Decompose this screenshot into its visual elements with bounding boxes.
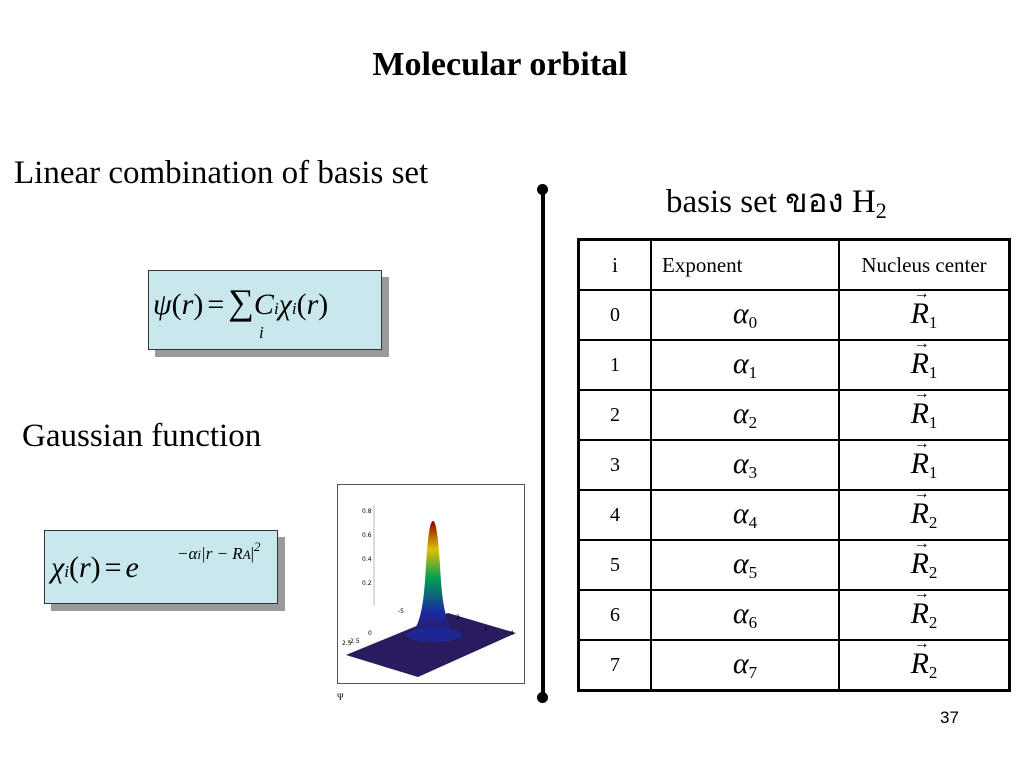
gaussian-exponent: −αi|r − RA|2 [177,539,261,563]
z-tick: 0.4 [362,556,372,563]
paren-left-2: ( [296,288,307,321]
gaussian-3d-plot: 0.8 0.6 0.4 0.2 -2.5 -5 2 2.5 0 2 4 [337,484,525,684]
slide-title: Molecular orbital [372,46,628,83]
gaussian-plot-svg: 0.8 0.6 0.4 0.2 -2.5 -5 2 2.5 0 2 4 [342,505,516,677]
cell-R: R1 [911,335,938,383]
equals-sign: = [104,551,122,584]
paren-right: ) [193,288,204,321]
var-r: r [78,551,91,584]
plot-base-plane [346,613,516,677]
axis-tick: 2 [484,626,488,633]
gaussian-function-heading: Gaussian function [22,418,262,454]
cell-alpha: α5 [732,547,758,582]
table-row: 0 α0 R1 [577,285,1011,341]
mo-equation: ψ(r) = ∑Ciχi(r) [153,281,328,323]
psi-symbol: ψ [153,288,172,321]
z-tick: 0.2 [362,580,372,587]
chi-sub: i [64,562,69,581]
paren-left: ( [68,551,79,584]
cell-R: R2 [911,535,938,583]
z-tick: 0.8 [362,508,372,515]
page-number: 37 [940,708,959,727]
coef-C: C [253,288,274,321]
axis-tick: 4 [510,630,514,637]
table-row: 5 α5 R2 [577,535,1011,591]
equals-sign: = [207,288,225,321]
exp-e: e [125,551,139,584]
axis-tick: 0 [368,630,372,637]
axis-tick: 2 [456,614,460,621]
axis-tick: 2.5 [342,640,352,647]
paren-left: ( [171,288,182,321]
separator-line [541,190,545,698]
table-row: 3 α3 R1 [577,435,1011,491]
separator-dot-top [537,184,548,195]
psi-label: Ψ [337,692,344,702]
cell-i: 7 [577,639,652,692]
table-row: 1 α1 R1 [577,335,1011,391]
chi-sub: i [291,299,297,318]
header-nucleus-center: Nucleus center [838,238,1011,291]
axis-tick: -2.5 [348,638,360,645]
cell-R: R2 [911,485,938,533]
cell-alpha: α7 [732,647,758,682]
basis-set-table: i Exponent Nucleus center 0 α0 R1 1 α1 R… [577,238,1011,692]
table-row: 4 α4 R2 [577,485,1011,541]
cell-R: R2 [911,635,938,683]
var-r-2: r [306,288,319,321]
axis-tick: -5 [398,608,404,615]
table-row: 7 α7 R2 [577,635,1011,692]
chi-symbol: χ [278,288,292,321]
basis-set-heading: basis set ของ H2 [666,174,887,227]
chi-symbol: χ [51,551,65,584]
cell-i: 3 [577,439,652,491]
cell-i: 2 [577,389,652,441]
cell-alpha: α4 [732,497,758,532]
exp-alpha: −α [177,544,198,563]
gaussian-equation: χi(r) = e [51,551,139,585]
paren-right: ) [90,551,101,584]
cell-i: 1 [577,339,652,391]
cell-R: R1 [911,435,938,483]
exp-alpha-sub: i [197,547,202,562]
table-row: 6 α6 R2 [577,585,1011,641]
cell-R: R2 [911,585,938,633]
basis-set-heading-subscript: 2 [875,198,887,223]
sum-symbol: ∑ [228,282,254,322]
coef-C-sub: i [273,299,279,318]
cell-alpha: α1 [732,347,758,382]
paren-right-2: ) [318,288,329,321]
cell-R: R1 [911,385,938,433]
cell-alpha: α0 [732,297,758,332]
gaussian-equation-box: χi(r) = e −αi|r − RA|2 [44,530,278,604]
cell-alpha: α3 [732,447,758,482]
cell-alpha: α6 [732,597,758,632]
exp-abs-sub: A [242,547,251,562]
cell-R: R1 [911,285,938,333]
cell-i: 5 [577,539,652,591]
header-exponent: Exponent [650,238,840,291]
exp-power: 2 [254,539,261,554]
gaussian-peak [408,521,460,635]
table-row: 2 α2 R1 [577,385,1011,441]
linear-combination-heading: Linear combination of basis set [14,155,429,191]
mo-equation-box: ψ(r) = ∑Ciχi(r) i [148,270,382,350]
var-r: r [181,288,194,321]
sum-index: i [259,323,264,342]
cell-i: 6 [577,589,652,641]
separator-dot-bottom [537,692,548,703]
cell-i: 4 [577,489,652,541]
cell-i: 0 [577,289,652,341]
z-tick: 0.6 [362,532,372,539]
exp-abs: |r − R [201,544,243,563]
cell-alpha: α2 [732,397,758,432]
header-i: i [577,238,652,291]
table-header-row: i Exponent Nucleus center [577,238,1011,291]
basis-set-heading-text: basis set ของ H [666,184,876,220]
